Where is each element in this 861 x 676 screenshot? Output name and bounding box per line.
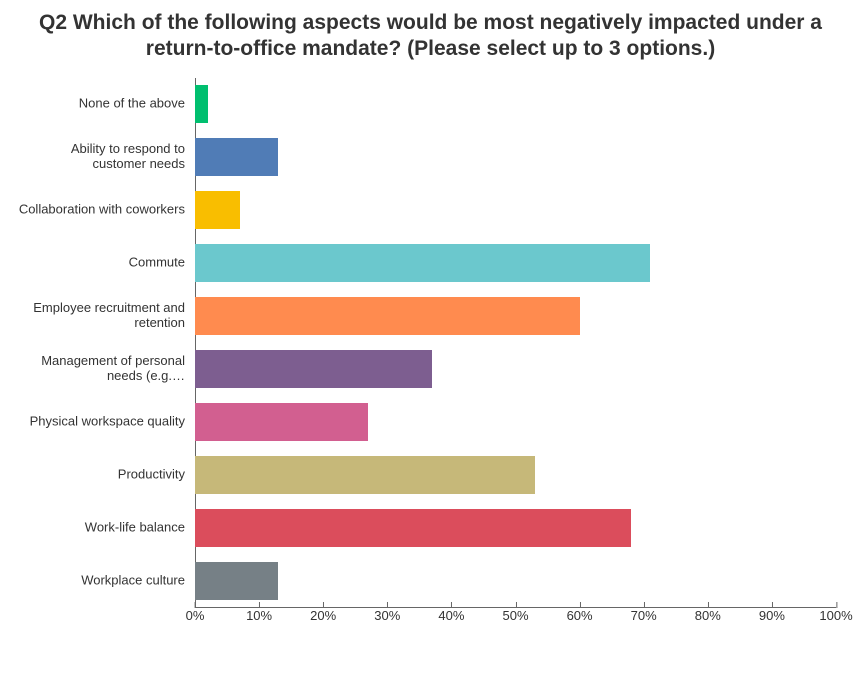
survey-bar-chart: Q2 Which of the following aspects would … (0, 0, 861, 676)
x-tick: 90% (759, 608, 785, 623)
x-tick-mark (323, 602, 324, 608)
x-tick: 70% (631, 608, 657, 623)
bar (195, 138, 278, 176)
x-tick-mark (516, 602, 517, 608)
bars-region: None of the above Ability to respond to c… (195, 78, 836, 608)
bar-row: Collaboration with coworkers (195, 191, 836, 229)
x-tick-mark (195, 602, 196, 608)
bar-row: Workplace culture (195, 562, 836, 600)
bar (195, 297, 580, 335)
bar-label: None of the above (15, 97, 195, 112)
bar-row: Work-life balance (195, 509, 836, 547)
x-tick: 50% (502, 608, 528, 623)
bar-row: None of the above (195, 85, 836, 123)
bar-row: Physical workspace quality (195, 403, 836, 441)
x-tick-mark (387, 602, 388, 608)
x-axis: 0%10%20%30%40%50%60%70%80%90%100% (195, 608, 836, 638)
bar (195, 562, 278, 600)
bar (195, 456, 535, 494)
x-tick: 60% (567, 608, 593, 623)
bar (195, 244, 650, 282)
bar-row: Commute (195, 244, 836, 282)
x-tick-mark (259, 602, 260, 608)
bar-label: Management of personal needs (e.g.… (15, 354, 195, 384)
bar-row: Productivity (195, 456, 836, 494)
bar (195, 85, 208, 123)
x-tick-mark (836, 602, 837, 608)
plot-area: None of the above Ability to respond to c… (195, 78, 836, 638)
x-tick: 20% (310, 608, 336, 623)
x-tick: 0% (186, 608, 205, 623)
chart-title: Q2 Which of the following aspects would … (5, 10, 856, 78)
bar (195, 509, 631, 547)
bar-label: Work-life balance (15, 521, 195, 536)
x-tick: 100% (819, 608, 852, 623)
bar (195, 403, 368, 441)
bar-row: Management of personal needs (e.g.… (195, 350, 836, 388)
bar-label: Workplace culture (15, 574, 195, 589)
bar-label: Productivity (15, 468, 195, 483)
x-tick-mark (644, 602, 645, 608)
x-tick: 80% (695, 608, 721, 623)
x-tick: 40% (438, 608, 464, 623)
bar (195, 191, 240, 229)
bar (195, 350, 432, 388)
x-tick-mark (708, 602, 709, 608)
x-tick-mark (772, 602, 773, 608)
bar-label: Commute (15, 256, 195, 271)
bar-label: Employee recruitment and retention (15, 301, 195, 331)
bar-row: Employee recruitment and retention (195, 297, 836, 335)
bar-label: Ability to respond to customer needs (15, 142, 195, 172)
x-tick: 10% (246, 608, 272, 623)
bar-row: Ability to respond to customer needs (195, 138, 836, 176)
bar-label: Collaboration with coworkers (15, 203, 195, 218)
x-tick-mark (580, 602, 581, 608)
x-tick-mark (451, 602, 452, 608)
x-tick: 30% (374, 608, 400, 623)
bar-label: Physical workspace quality (15, 415, 195, 430)
